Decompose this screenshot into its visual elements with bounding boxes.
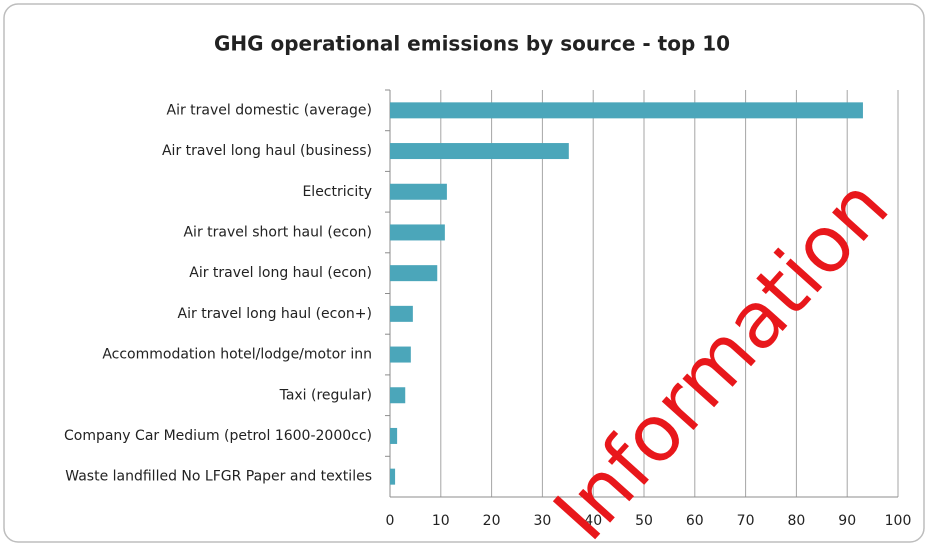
x-tick-label: 100 bbox=[885, 513, 912, 529]
x-tick-label: 10 bbox=[432, 513, 450, 529]
y-tick-label: Air travel long haul (business) bbox=[162, 143, 372, 159]
x-tick-label: 20 bbox=[483, 513, 501, 529]
x-tick-label: 0 bbox=[386, 513, 395, 529]
y-tick-label: Taxi (regular) bbox=[279, 387, 372, 403]
y-tick-label: Waste landfilled No LFGR Paper and texti… bbox=[65, 469, 372, 485]
bar bbox=[390, 224, 445, 241]
x-tick-label: 70 bbox=[737, 513, 755, 529]
bar bbox=[390, 468, 396, 485]
y-tick-label: Accommodation hotel/lodge/motor inn bbox=[102, 347, 372, 363]
chart-title: GHG operational emissions by source - to… bbox=[214, 32, 730, 56]
y-tick-label: Company Car Medium (petrol 1600-2000cc) bbox=[64, 428, 372, 444]
bar bbox=[390, 143, 569, 160]
y-tick-label: Air travel long haul (econ+) bbox=[178, 306, 372, 322]
x-tick-label: 80 bbox=[787, 513, 805, 529]
x-tick-label: 90 bbox=[838, 513, 856, 529]
bar bbox=[390, 102, 863, 119]
y-tick-label: Air travel long haul (econ) bbox=[189, 265, 372, 281]
y-tick-label: Electricity bbox=[302, 184, 372, 200]
bar bbox=[390, 305, 413, 322]
x-tick-label: 40 bbox=[584, 513, 602, 529]
x-tick-label: 50 bbox=[635, 513, 653, 529]
y-tick-label: Air travel domestic (average) bbox=[167, 102, 373, 118]
bar bbox=[390, 427, 398, 444]
x-tick-label: 60 bbox=[686, 513, 704, 529]
bar bbox=[390, 346, 411, 363]
bar bbox=[390, 265, 438, 282]
x-tick-label: 30 bbox=[533, 513, 551, 529]
bar bbox=[390, 183, 447, 200]
y-tick-label: Air travel short haul (econ) bbox=[183, 224, 372, 240]
bar bbox=[390, 387, 406, 404]
chart-frame bbox=[3, 3, 925, 543]
